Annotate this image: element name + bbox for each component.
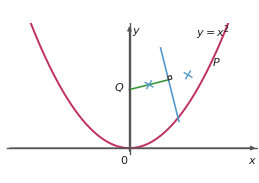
Text: y: y xyxy=(133,26,139,36)
Text: P: P xyxy=(213,59,220,68)
Text: x: x xyxy=(249,156,255,166)
Text: Q: Q xyxy=(114,83,123,93)
Text: $y = x^2$: $y = x^2$ xyxy=(196,23,229,42)
Text: 0: 0 xyxy=(120,156,127,166)
